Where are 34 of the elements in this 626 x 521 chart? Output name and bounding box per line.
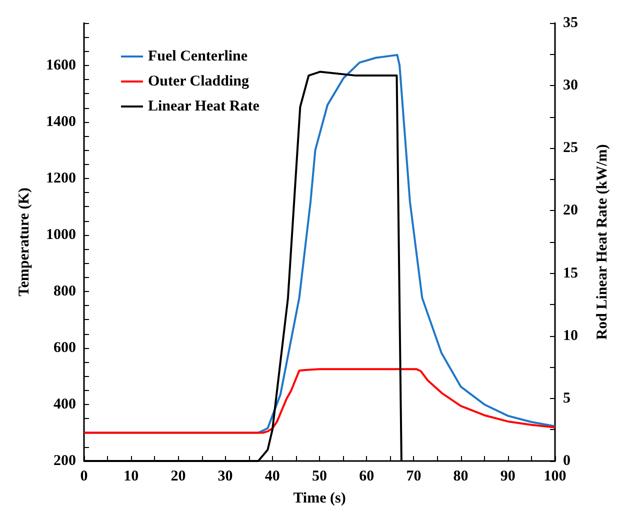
y2-tick-label: 0 [563,453,570,469]
x-tick-label: 60 [359,468,374,484]
y2-axis-title: Rod Linear Heat Rate (kW/m) [594,144,610,340]
y2-tick-label: 5 [563,390,570,406]
legend-label: Linear Heat Rate [148,98,260,114]
y-tick-label: 200 [54,453,76,469]
x-tick-label: 30 [218,468,233,484]
line-series [83,368,556,434]
x-tick-label: 50 [312,468,327,484]
y-tick-label: 1200 [46,170,76,186]
x-tick-label: 0 [80,468,88,484]
y2-tick-label: 30 [563,78,578,94]
y2-tick-label: 35 [563,15,578,31]
y2-tick-label: 20 [563,202,578,219]
y-axis-title: Temperature (K) [16,188,32,296]
y-tick-label: 600 [54,340,76,356]
y2-tick-label: 10 [563,328,578,344]
x-tick-label: 70 [406,468,422,484]
y-tick-label: 800 [54,283,76,300]
y2-tick-label: 15 [563,265,578,282]
y-tick-label: 1600 [46,57,76,74]
y-tick-label: 400 [54,396,76,412]
x-tick-label: 80 [453,468,468,484]
x-tick-label: 40 [264,468,280,484]
y-tick-label: 1000 [46,226,76,243]
x-tick-label: 100 [544,468,566,484]
x-tick-label: 20 [170,468,186,484]
legend-label: Fuel Centerline [148,48,248,64]
y-tick-label: 1400 [46,114,76,130]
x-axis-title: Time (s) [293,490,346,506]
legend-label: Outer Cladding [148,74,250,90]
y2-tick-label: 25 [563,140,578,156]
x-tick-label: 90 [500,468,516,484]
x-tick-label: 10 [124,468,139,484]
